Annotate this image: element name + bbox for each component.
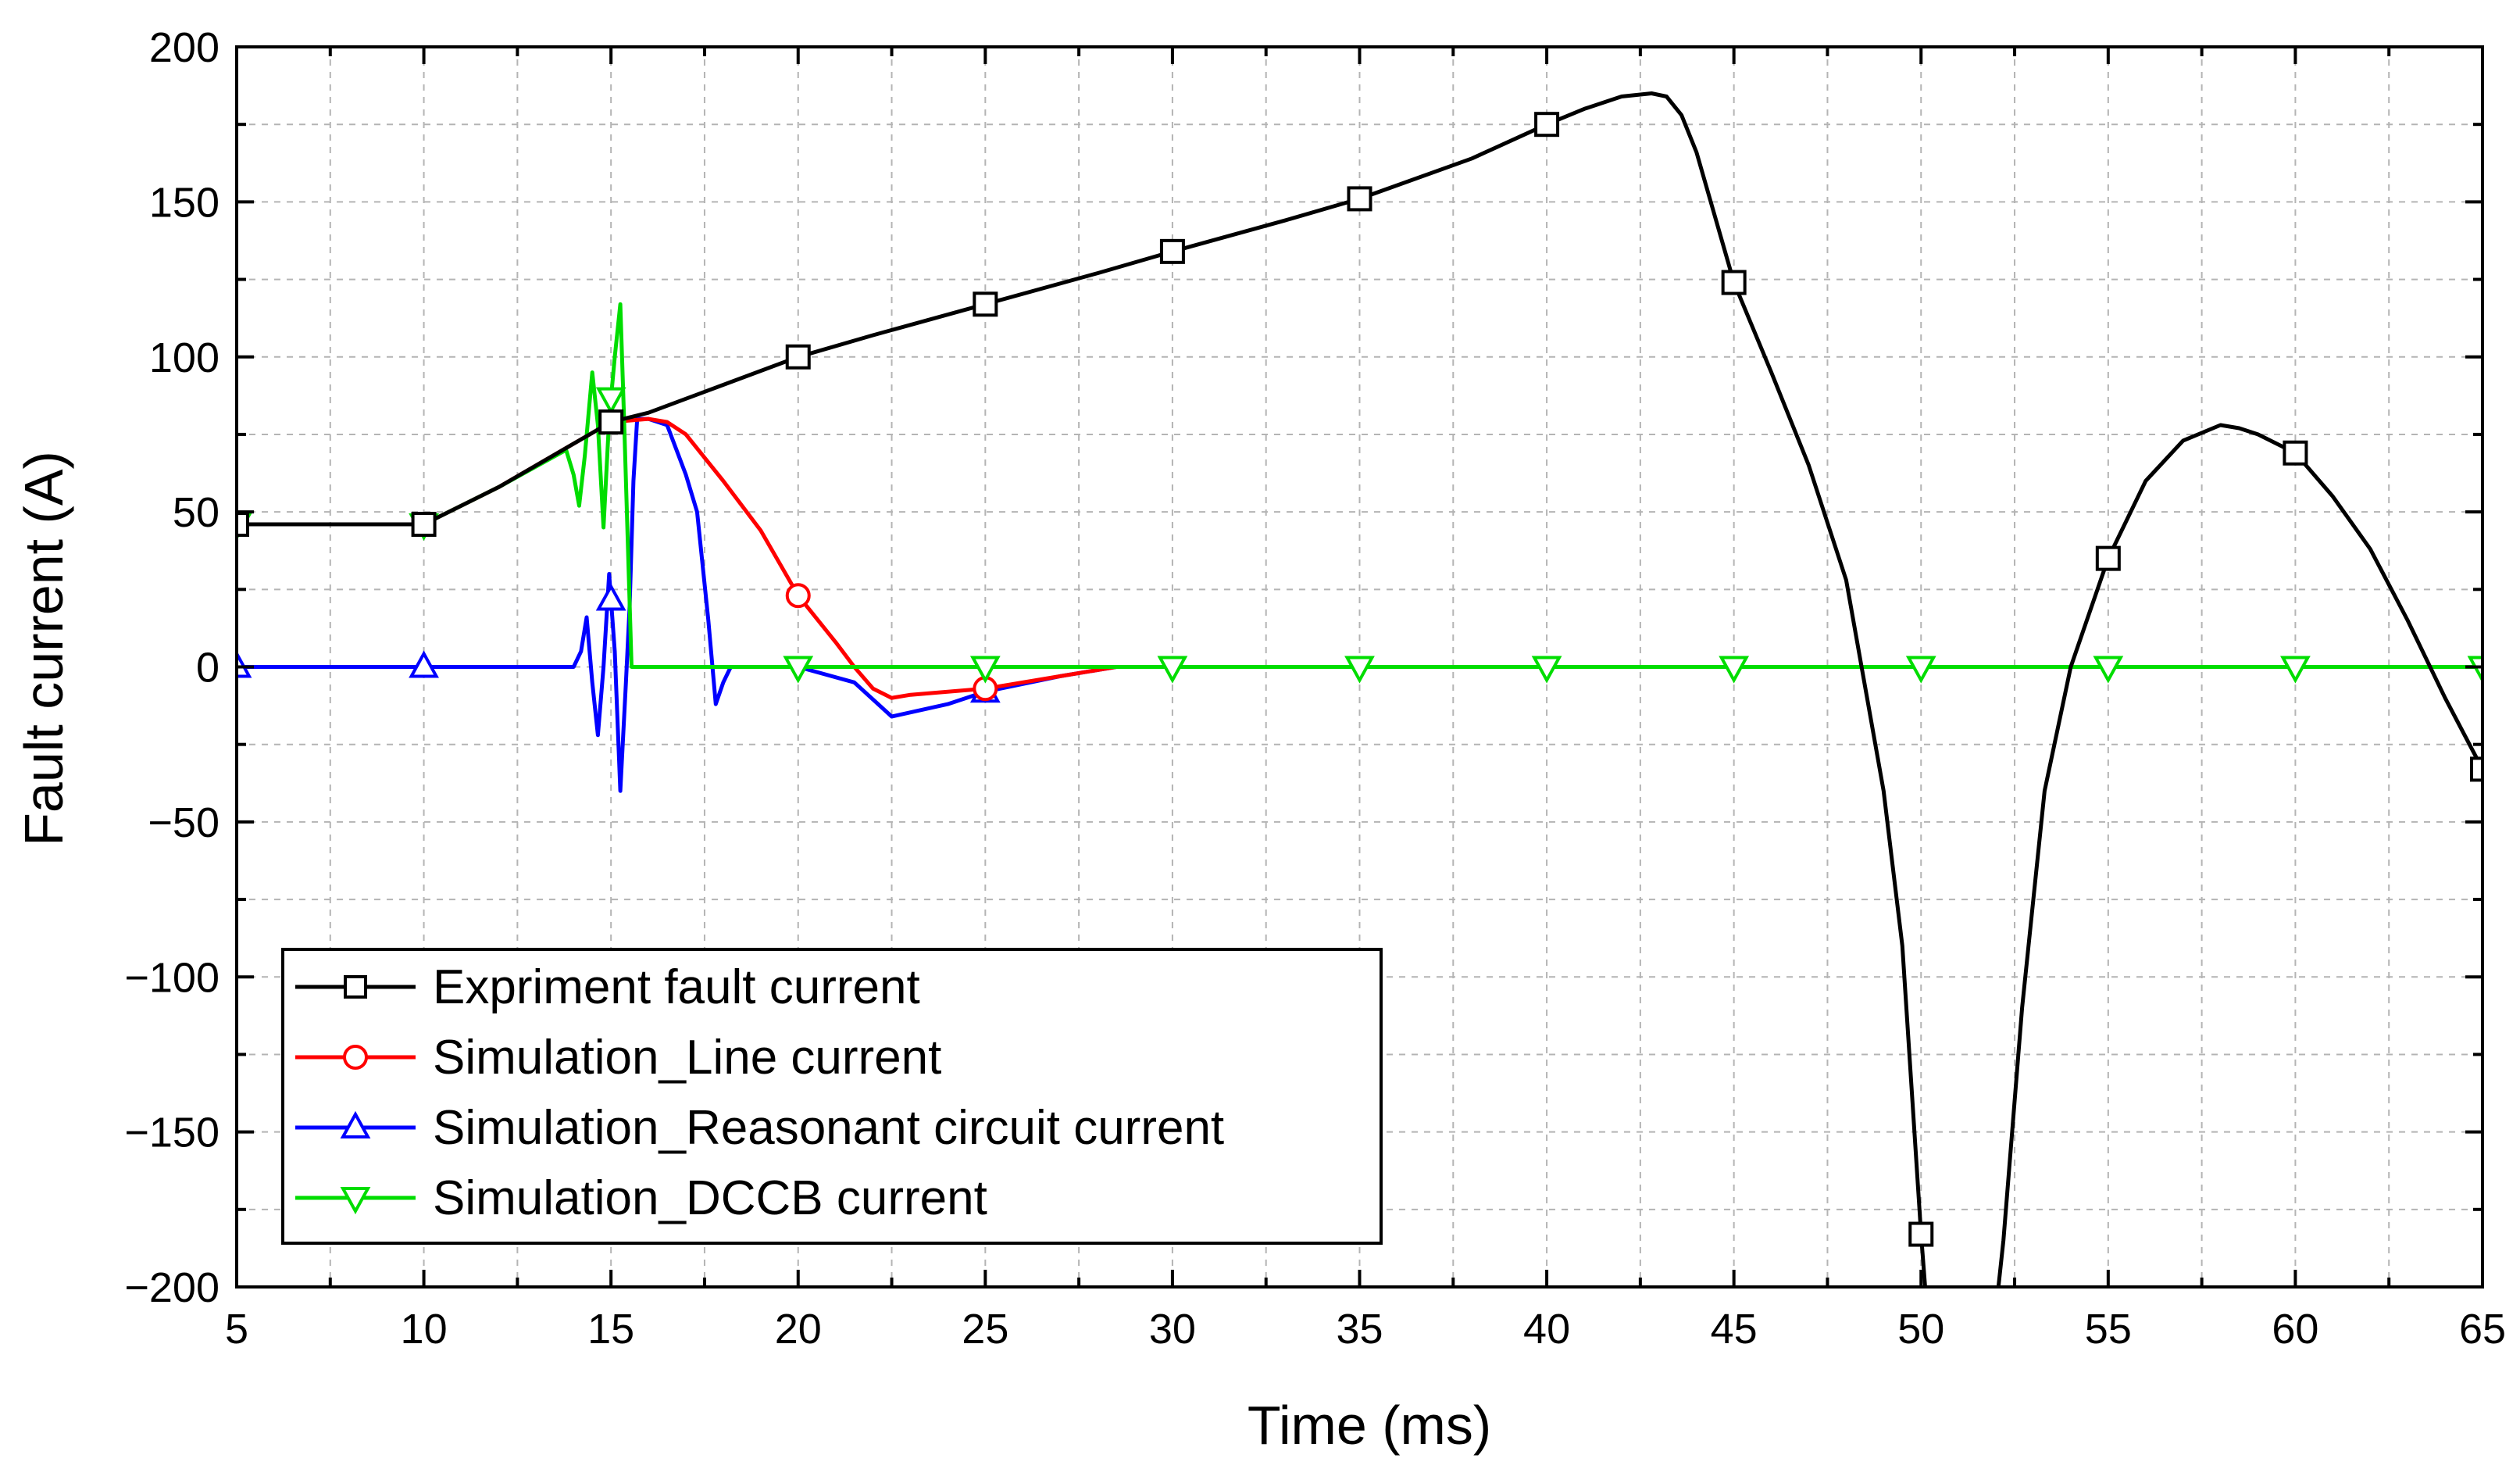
data-point-triangle-down — [1719, 656, 1750, 684]
x-tick-label: 55 — [2085, 1306, 2132, 1353]
data-point-circle — [785, 583, 811, 609]
data-point-triangle-down — [1905, 656, 1936, 684]
series-line-2 — [237, 416, 2483, 793]
x-tick-label: 20 — [775, 1306, 822, 1353]
data-point-triangle-up — [409, 650, 439, 678]
data-point-square — [1347, 186, 1372, 212]
y-tick-label: −150 — [124, 1110, 220, 1156]
x-tick-label: 10 — [401, 1306, 448, 1353]
x-tick-label: 30 — [1149, 1306, 1196, 1353]
y-tick-label: 200 — [149, 24, 220, 71]
legend-box — [281, 948, 1383, 1245]
data-point-triangle-down — [2093, 656, 2124, 684]
axes-layer — [235, 45, 2484, 1289]
y-tick-label: 50 — [173, 489, 220, 536]
y-axis-title: Fault current (A) — [13, 451, 74, 846]
y-tick-label: 100 — [149, 334, 220, 381]
data-point-triangle-down — [1344, 656, 1375, 684]
x-tick-label: 60 — [2272, 1306, 2318, 1353]
data-point-square — [2283, 440, 2308, 466]
legend-entry-experiment: Expriment fault current — [295, 960, 920, 1014]
data-point-triangle-up — [595, 583, 626, 611]
data-point-triangle-up — [237, 650, 252, 678]
legend-label-experiment: Expriment fault current — [433, 960, 920, 1014]
data-point-triangle-down — [1531, 656, 1562, 684]
x-tick-label: 15 — [587, 1306, 634, 1353]
x-axis-title: Time (ms) — [1248, 1395, 1491, 1456]
legend-label-resonant-current: Simulation_Reasonant circuit current — [433, 1101, 1224, 1155]
x-tick-label: 45 — [1711, 1306, 1758, 1353]
data-point-square — [1159, 238, 1185, 264]
series-layer — [237, 91, 2483, 1287]
data-point-triangle-down — [783, 656, 814, 684]
x-tick-label: 35 — [1336, 1306, 1383, 1353]
x-tick-label: 5 — [225, 1306, 248, 1353]
y-tick-label: −200 — [124, 1264, 220, 1311]
x-tick-label: 25 — [962, 1306, 1008, 1353]
legend-marker-triangle-up — [340, 1110, 371, 1138]
x-tick-label: 40 — [1523, 1306, 1570, 1353]
x-tick-label: 65 — [2459, 1306, 2506, 1353]
series-line-0 — [237, 91, 2483, 1287]
series-2 — [237, 416, 2483, 793]
legend: Expriment fault current Simulation_Line … — [281, 948, 1383, 1245]
y-tick-label: −100 — [124, 954, 220, 1001]
data-point-square — [1908, 1221, 1934, 1247]
data-point-square — [411, 511, 437, 537]
legend-label-dccb-current: Simulation_DCCB current — [433, 1171, 987, 1225]
x-tick-label: 50 — [1897, 1306, 1944, 1353]
legend-marker-circle — [343, 1045, 368, 1070]
data-point-square — [237, 511, 249, 537]
data-point-square — [2095, 545, 2121, 571]
data-point-triangle-down — [2467, 656, 2483, 684]
legend-label-line-current: Simulation_Line current — [433, 1031, 941, 1085]
data-point-triangle-down — [595, 387, 626, 415]
tick-labels: 5 10 15 20 25 30 35 40 45 50 55 60 65 200 150 100 50 0 −50… — [124, 24, 2506, 1353]
data-point-triangle-down — [1157, 656, 1188, 684]
y-tick-label: 150 — [149, 179, 220, 226]
data-point-square — [2470, 756, 2483, 782]
legend-entry-line-current: Simulation_Line current — [295, 1031, 941, 1085]
data-point-triangle-down — [2280, 656, 2311, 684]
legend-entry-resonant-current: Simulation_Reasonant circuit current — [295, 1101, 1224, 1155]
legend-entry-dccb-current: Simulation_DCCB current — [295, 1171, 987, 1225]
legend-marker-triangle-down — [340, 1187, 371, 1215]
series-0 — [237, 91, 2483, 1287]
data-point-triangle-down — [969, 656, 1001, 684]
y-tick-label: −50 — [148, 799, 220, 846]
legend-marker-square — [344, 975, 367, 999]
y-tick-label: 0 — [196, 645, 220, 692]
data-point-square — [1534, 112, 1560, 138]
data-point-square — [1721, 270, 1747, 295]
data-point-square — [785, 344, 811, 370]
data-point-square — [598, 409, 624, 435]
data-point-square — [973, 291, 998, 317]
